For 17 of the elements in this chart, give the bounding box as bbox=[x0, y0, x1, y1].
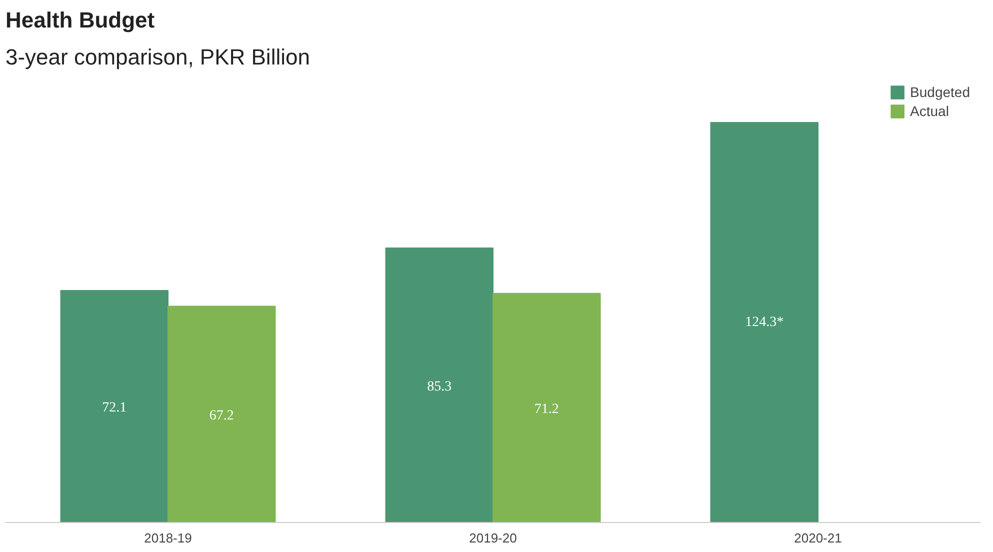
chart-title: Health Budget bbox=[6, 8, 156, 32]
x-tick-label: 2019-20 bbox=[469, 530, 517, 546]
data-label: 67.2 bbox=[209, 408, 234, 424]
bar bbox=[168, 306, 276, 522]
x-tick-label: 2018-19 bbox=[144, 530, 192, 546]
bar bbox=[710, 122, 818, 522]
data-label: 124.3* bbox=[745, 315, 784, 330]
data-label: 85.3 bbox=[427, 379, 452, 394]
data-label: 71.2 bbox=[534, 402, 559, 417]
chart-subtitle: 3-year comparison, PKR Billion bbox=[6, 44, 310, 70]
legend-label: Actual bbox=[910, 103, 949, 119]
bar bbox=[60, 290, 168, 522]
bar bbox=[385, 248, 494, 522]
data-label: 72.1 bbox=[102, 400, 127, 416]
bar bbox=[492, 292, 601, 522]
x-tick-label: 2020-21 bbox=[794, 530, 842, 546]
legend-label: Budgeted bbox=[910, 84, 970, 100]
